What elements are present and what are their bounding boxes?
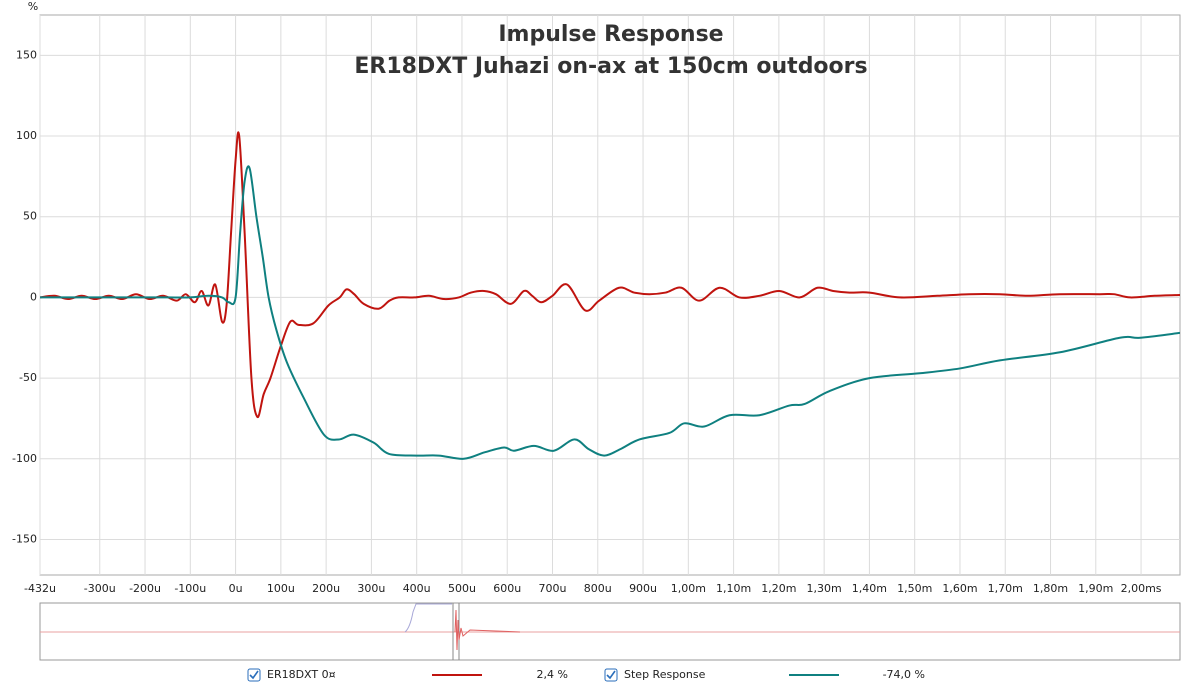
chart-title: Impulse Response [498, 22, 723, 47]
overview-window [404, 603, 452, 633]
x-tick-label: 900u [629, 582, 657, 595]
overview-impulse [454, 609, 521, 651]
y-tick-label: 150 [16, 48, 37, 61]
legend-value: -74,0 % [883, 668, 925, 681]
x-tick-label: 800u [584, 582, 612, 595]
x-tick-label: -100u [174, 582, 206, 595]
legend-checkbox[interactable] [247, 668, 261, 682]
y-tick-label: 0 [30, 290, 37, 303]
y-axis-label: % [28, 0, 38, 13]
x-tick-label: 100u [267, 582, 295, 595]
x-tick-label: 300u [357, 582, 385, 595]
curves [40, 131, 1180, 460]
y-tick-label: -50 [19, 371, 37, 384]
legend-checkbox[interactable] [604, 668, 618, 682]
x-tick-label: 1,20m [761, 582, 796, 595]
x-tick-label: -432u [24, 582, 56, 595]
chart-subtitle: ER18DXT Juhazi on-ax at 150cm outdoors [354, 54, 867, 79]
legend-check [606, 670, 616, 680]
legend: ER18DXT 0¤ 2,4 % Step Response -74,0 % [247, 668, 925, 682]
x-tick-label: 2,00ms [1121, 582, 1162, 595]
x-tick-label: 400u [403, 582, 431, 595]
legend-label: ER18DXT 0¤ [267, 668, 336, 681]
series-line [40, 131, 1180, 418]
x-tick-label: -300u [84, 582, 116, 595]
x-tick-label: 600u [493, 582, 521, 595]
x-tick-label: 1,40m [852, 582, 887, 595]
y-tick-label: 50 [23, 210, 37, 223]
y-tick-label: -100 [12, 452, 37, 465]
x-tick-label: 1,10m [716, 582, 751, 595]
x-tick-label: 1,50m [897, 582, 932, 595]
x-tick-label: 500u [448, 582, 476, 595]
legend-value: 2,4 % [537, 668, 568, 681]
x-tick-label: 700u [539, 582, 567, 595]
y-tick-label: 100 [16, 129, 37, 142]
x-tick-label: 1,30m [807, 582, 842, 595]
legend-label: Step Response [624, 668, 706, 681]
x-tick-label: 1,00m [671, 582, 706, 595]
x-tick-label: 1,70m [988, 582, 1023, 595]
series-line [40, 165, 1180, 460]
x-tick-label: 0u [229, 582, 243, 595]
x-tick-label: 200u [312, 582, 340, 595]
x-tick-label: 1,80m [1033, 582, 1068, 595]
x-tick-label: 1,90m [1078, 582, 1113, 595]
legend-check [249, 670, 259, 680]
x-tick-label: 1,60m [942, 582, 977, 595]
x-tick-label: -200u [129, 582, 161, 595]
y-tick-label: -150 [12, 532, 37, 545]
